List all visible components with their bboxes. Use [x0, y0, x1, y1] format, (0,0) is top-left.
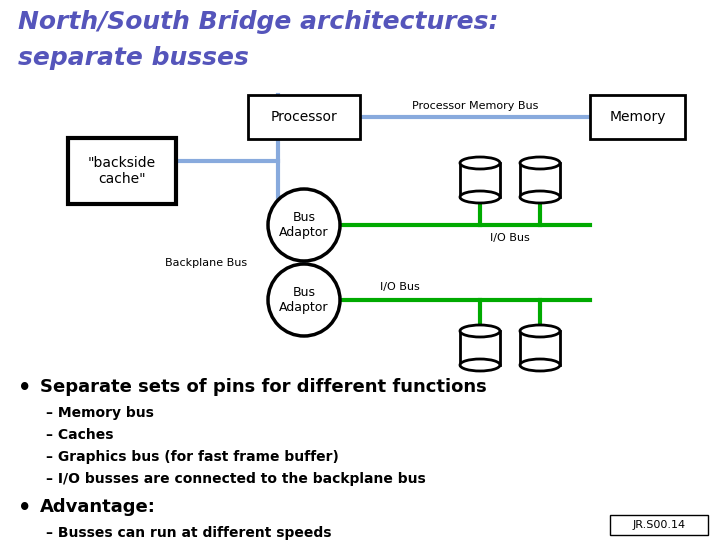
FancyBboxPatch shape — [460, 331, 500, 365]
Text: Advantage:: Advantage: — [40, 498, 156, 516]
FancyBboxPatch shape — [68, 138, 176, 204]
Ellipse shape — [520, 359, 560, 371]
FancyBboxPatch shape — [520, 163, 560, 197]
FancyBboxPatch shape — [248, 95, 360, 139]
Text: I/O Bus: I/O Bus — [380, 282, 420, 292]
Text: – Memory bus: – Memory bus — [46, 406, 154, 420]
Text: •: • — [18, 378, 32, 398]
Ellipse shape — [520, 325, 560, 337]
Ellipse shape — [460, 325, 500, 337]
FancyBboxPatch shape — [590, 95, 685, 139]
Ellipse shape — [520, 157, 560, 169]
Ellipse shape — [460, 157, 500, 169]
Text: – I/O busses are connected to the backplane bus: – I/O busses are connected to the backpl… — [46, 472, 426, 486]
Ellipse shape — [460, 359, 500, 371]
Text: "backside
cache": "backside cache" — [88, 156, 156, 186]
Ellipse shape — [460, 191, 500, 203]
Circle shape — [268, 189, 340, 261]
FancyBboxPatch shape — [610, 515, 708, 535]
Text: •: • — [18, 498, 32, 518]
Text: JR.S00.14: JR.S00.14 — [632, 520, 685, 530]
Text: – Caches: – Caches — [46, 428, 114, 442]
Text: Bus
Adaptor: Bus Adaptor — [279, 286, 329, 314]
FancyBboxPatch shape — [520, 331, 560, 365]
Text: I/O Bus: I/O Bus — [490, 233, 530, 243]
Text: Processor: Processor — [271, 110, 338, 124]
Text: North/South Bridge architectures:: North/South Bridge architectures: — [18, 10, 498, 34]
Text: Memory: Memory — [609, 110, 666, 124]
Text: – Busses can run at different speeds: – Busses can run at different speeds — [46, 526, 331, 540]
Text: Backplane Bus: Backplane Bus — [165, 258, 247, 267]
FancyBboxPatch shape — [460, 163, 500, 197]
Text: Processor Memory Bus: Processor Memory Bus — [412, 101, 538, 111]
Ellipse shape — [520, 191, 560, 203]
Text: Bus
Adaptor: Bus Adaptor — [279, 211, 329, 239]
Text: Separate sets of pins for different functions: Separate sets of pins for different func… — [40, 378, 487, 396]
Circle shape — [268, 264, 340, 336]
Text: – Graphics bus (for fast frame buffer): – Graphics bus (for fast frame buffer) — [46, 450, 339, 464]
Text: separate busses: separate busses — [18, 46, 249, 70]
